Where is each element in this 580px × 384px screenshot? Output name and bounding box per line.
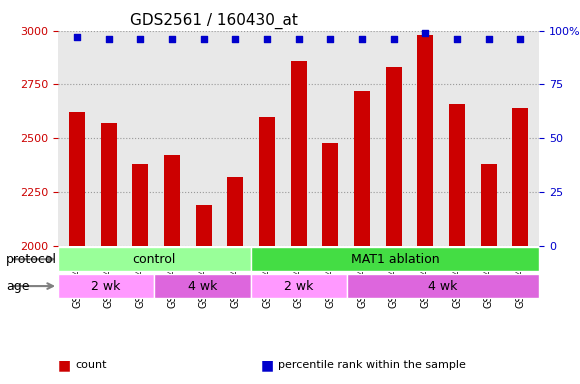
Point — [199, 36, 208, 42]
FancyBboxPatch shape — [58, 274, 154, 298]
Bar — [322, 142, 338, 384]
Text: 2 wk: 2 wk — [92, 280, 121, 293]
Text: control: control — [133, 253, 176, 266]
Bar — [101, 123, 117, 384]
Point — [168, 36, 177, 42]
Text: GDS2561 / 160430_at: GDS2561 / 160430_at — [130, 13, 298, 29]
Point — [484, 36, 494, 42]
Bar — [132, 164, 148, 384]
Point — [136, 36, 145, 42]
Bar — [449, 104, 465, 384]
Bar — [418, 35, 433, 384]
Point — [452, 36, 462, 42]
Text: percentile rank within the sample: percentile rank within the sample — [278, 360, 466, 370]
Point — [420, 30, 430, 36]
Bar — [354, 91, 370, 384]
FancyBboxPatch shape — [251, 274, 347, 298]
Point — [72, 34, 82, 40]
Text: ■: ■ — [58, 358, 71, 372]
FancyBboxPatch shape — [251, 247, 539, 271]
Bar — [513, 108, 528, 384]
Bar — [386, 67, 401, 384]
Text: 4 wk: 4 wk — [429, 280, 458, 293]
Text: ■: ■ — [261, 358, 274, 372]
Point — [516, 36, 525, 42]
Point — [231, 36, 240, 42]
Text: MAT1 ablation: MAT1 ablation — [351, 253, 439, 266]
Text: count: count — [75, 360, 107, 370]
Point — [389, 36, 398, 42]
FancyBboxPatch shape — [347, 274, 539, 298]
Bar — [481, 164, 496, 384]
Text: protocol: protocol — [6, 253, 57, 266]
Bar — [227, 177, 243, 384]
Point — [326, 36, 335, 42]
Bar — [164, 156, 180, 384]
Text: 4 wk: 4 wk — [188, 280, 217, 293]
Bar — [69, 113, 85, 384]
FancyBboxPatch shape — [58, 247, 251, 271]
Bar — [196, 205, 212, 384]
FancyBboxPatch shape — [154, 274, 251, 298]
Bar — [259, 117, 275, 384]
Text: 2 wk: 2 wk — [284, 280, 313, 293]
Point — [357, 36, 367, 42]
Point — [294, 36, 303, 42]
Point — [104, 36, 113, 42]
Text: age: age — [6, 280, 30, 293]
Point — [262, 36, 271, 42]
Bar — [291, 61, 307, 384]
